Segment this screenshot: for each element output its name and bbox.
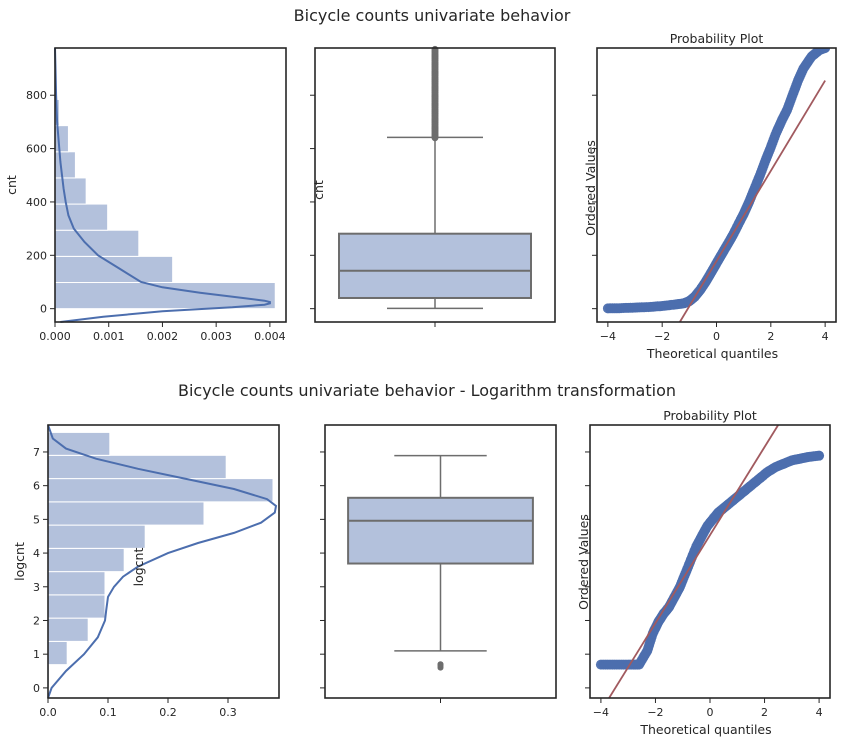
histogram-bar bbox=[47, 594, 106, 619]
histogram-bar bbox=[54, 203, 109, 231]
axes-frame bbox=[47, 424, 280, 699]
histogram-bar bbox=[54, 255, 174, 284]
y-tick-label: 600 bbox=[26, 143, 47, 156]
box-iqr bbox=[347, 496, 534, 565]
y-tick-label: 3 bbox=[33, 581, 40, 594]
y-tick-label: 200 bbox=[26, 249, 47, 262]
axes-frame bbox=[314, 47, 556, 323]
x-tick-label: 0.001 bbox=[93, 330, 125, 343]
x-tick-label: 0 bbox=[707, 706, 714, 719]
panel-1: 0.000 0.001 0.002 0.003 0.004 0 200 400 600 800 cn… bbox=[4, 47, 287, 343]
histogram-bar bbox=[54, 282, 276, 310]
axes-frame bbox=[324, 424, 557, 699]
y-axis-label: Ordered Values bbox=[576, 514, 591, 610]
x-tick-label: 0.003 bbox=[200, 330, 232, 343]
x-tick-label: 0.2 bbox=[159, 706, 177, 719]
histogram-bar bbox=[47, 640, 68, 666]
figure-title-bottom: Bicycle counts univariate behavior - Log… bbox=[178, 381, 676, 400]
x-tick-label: 0.1 bbox=[99, 706, 117, 719]
histogram-bar bbox=[54, 151, 76, 179]
histogram-bar bbox=[47, 454, 227, 480]
x-tick-label: −2 bbox=[647, 706, 663, 719]
y-tick-label: 0 bbox=[40, 303, 47, 316]
fit-line bbox=[608, 425, 779, 698]
y-axis-label: cnt bbox=[311, 180, 326, 200]
data-point bbox=[820, 48, 831, 53]
y-tick-label: 800 bbox=[26, 89, 47, 102]
panel-6: Probability Plot −4 −2 0 2 4 Theoretical quant… bbox=[576, 408, 831, 737]
histogram-bar bbox=[47, 617, 89, 642]
panel-title: Probability Plot bbox=[670, 31, 764, 46]
y-axis-label: logcnt bbox=[131, 548, 146, 587]
x-tick-label: 0.000 bbox=[39, 330, 71, 343]
x-tick-label: 0 bbox=[713, 330, 720, 343]
y-axis-label: Ordered Values bbox=[583, 140, 598, 236]
x-tick-label: 2 bbox=[767, 330, 774, 343]
x-axis-label: Theoretical quantiles bbox=[646, 346, 778, 361]
kde-line bbox=[47, 424, 278, 699]
y-axis-label: logcnt bbox=[12, 542, 27, 581]
x-tick-label: 2 bbox=[761, 706, 768, 719]
data-point bbox=[814, 450, 825, 461]
panel-5: logcnt bbox=[131, 424, 557, 703]
panel-4: 0.0 0.1 0.2 0.3 0 1 2 3 4 5 6 7 logcnt bbox=[12, 424, 280, 719]
histogram-bar bbox=[54, 177, 87, 205]
y-tick-label: 4 bbox=[33, 547, 40, 560]
histogram-bar bbox=[54, 229, 140, 257]
y-tick-label: 0 bbox=[33, 682, 40, 695]
axes-frame bbox=[596, 47, 837, 323]
x-tick-label: 0.002 bbox=[147, 330, 179, 343]
plot-area bbox=[602, 48, 831, 322]
figure-title-top: Bicycle counts univariate behavior bbox=[294, 6, 571, 25]
axes-frame bbox=[589, 424, 831, 699]
axes-frame bbox=[54, 47, 287, 323]
x-axis-label: Theoretical quantiles bbox=[639, 722, 771, 737]
panel-title: Probability Plot bbox=[663, 408, 757, 423]
x-tick-label: 0.0 bbox=[39, 706, 57, 719]
panel-2: cnt bbox=[310, 45, 556, 327]
histogram-bar bbox=[47, 547, 125, 573]
outlier-point bbox=[437, 661, 444, 668]
x-tick-label: 0.3 bbox=[219, 706, 237, 719]
y-tick-label: 5 bbox=[33, 513, 40, 526]
fit-line bbox=[679, 80, 826, 322]
x-tick-label: −2 bbox=[654, 330, 670, 343]
plot-area bbox=[595, 425, 825, 698]
x-tick-label: 4 bbox=[822, 330, 829, 343]
y-tick-label: 400 bbox=[26, 196, 47, 209]
y-tick-label: 1 bbox=[33, 648, 40, 661]
x-tick-label: 0.004 bbox=[254, 330, 286, 343]
x-tick-label: −4 bbox=[600, 330, 616, 343]
y-tick-label: 7 bbox=[33, 446, 40, 459]
histogram-bar bbox=[47, 524, 146, 549]
box-iqr bbox=[338, 232, 532, 299]
x-tick-label: 4 bbox=[816, 706, 823, 719]
histogram-bar bbox=[47, 571, 106, 596]
histogram-bar bbox=[47, 501, 205, 526]
y-tick-label: 2 bbox=[33, 614, 40, 627]
panel-3: Probability Plot −4 −2 0 2 4 Theoretical quant… bbox=[583, 31, 837, 361]
x-tick-label: −4 bbox=[593, 706, 609, 719]
kde-line bbox=[54, 47, 271, 323]
y-axis-label: cnt bbox=[4, 175, 19, 195]
y-tick-label: 6 bbox=[33, 480, 40, 493]
